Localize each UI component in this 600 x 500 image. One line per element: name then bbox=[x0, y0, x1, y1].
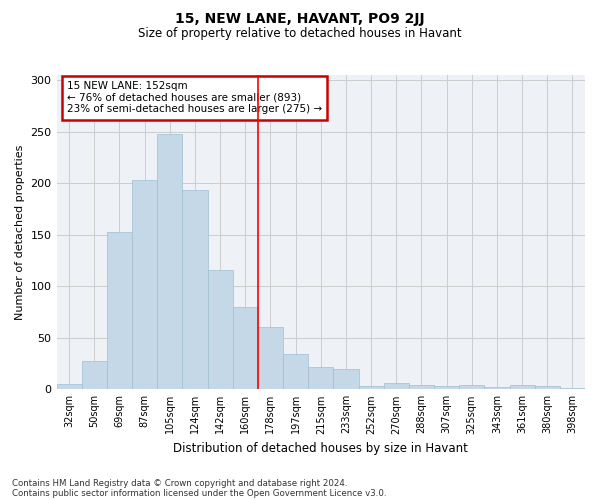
Bar bbox=[308, 366, 334, 390]
Bar bbox=[132, 180, 157, 390]
Text: 15, NEW LANE, HAVANT, PO9 2JJ: 15, NEW LANE, HAVANT, PO9 2JJ bbox=[175, 12, 425, 26]
Bar bbox=[56, 384, 82, 390]
Bar bbox=[82, 362, 107, 390]
Bar bbox=[283, 354, 308, 390]
X-axis label: Distribution of detached houses by size in Havant: Distribution of detached houses by size … bbox=[173, 442, 468, 455]
Y-axis label: Number of detached properties: Number of detached properties bbox=[15, 144, 25, 320]
Text: Contains public sector information licensed under the Open Government Licence v3: Contains public sector information licen… bbox=[12, 488, 386, 498]
Bar bbox=[233, 307, 258, 390]
Text: Contains HM Land Registry data © Crown copyright and database right 2024.: Contains HM Land Registry data © Crown c… bbox=[12, 478, 347, 488]
Bar bbox=[509, 385, 535, 390]
Bar bbox=[383, 383, 409, 390]
Text: Size of property relative to detached houses in Havant: Size of property relative to detached ho… bbox=[138, 28, 462, 40]
Bar bbox=[535, 386, 560, 390]
Bar bbox=[459, 385, 484, 390]
Bar bbox=[157, 134, 182, 390]
Bar bbox=[208, 270, 233, 390]
Bar bbox=[258, 328, 283, 390]
Bar bbox=[182, 190, 208, 390]
Text: 15 NEW LANE: 152sqm
← 76% of detached houses are smaller (893)
23% of semi-detac: 15 NEW LANE: 152sqm ← 76% of detached ho… bbox=[67, 82, 322, 114]
Bar bbox=[484, 387, 509, 390]
Bar bbox=[434, 386, 459, 390]
Bar bbox=[334, 368, 359, 390]
Bar bbox=[359, 386, 383, 390]
Bar bbox=[560, 388, 585, 390]
Bar bbox=[409, 385, 434, 390]
Bar bbox=[107, 232, 132, 390]
